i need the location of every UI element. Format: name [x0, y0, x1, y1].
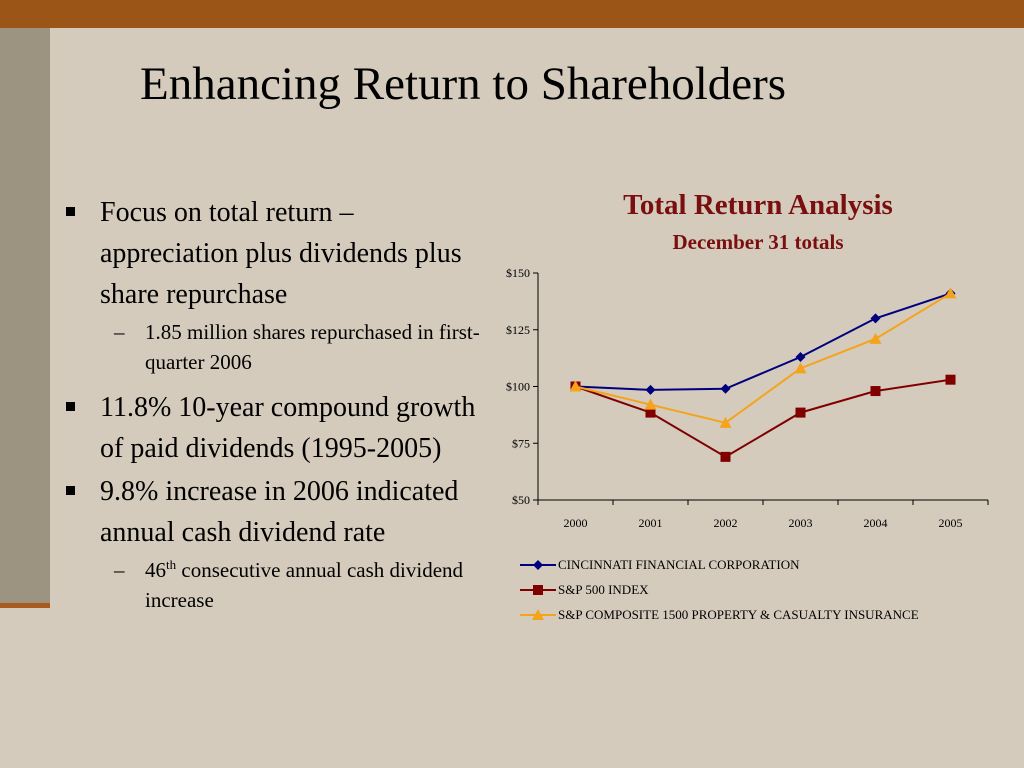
data-point [944, 287, 957, 299]
data-point [945, 374, 956, 385]
data-point [569, 380, 582, 392]
chart-legend: CINCINNATI FINANCIAL CORPORATION S&P 500 … [520, 552, 919, 627]
data-point [720, 451, 731, 462]
data-point [870, 386, 881, 397]
series-line [575, 378, 951, 459]
legend-label: CINCINNATI FINANCIAL CORPORATION [558, 556, 800, 572]
ordinal-suffix: th [166, 557, 177, 572]
bullet-item: Focus on total return – appreciation plu… [60, 192, 490, 315]
bullet-text: Focus on total return – appreciation plu… [100, 197, 462, 310]
data-point [645, 384, 656, 395]
legend-swatch-icon [520, 584, 556, 595]
y-tick-label: $100 [506, 380, 530, 394]
line-chart: $50 $75 $100 $125 $150 2000 2001 2002 2003 2004 20… [506, 266, 989, 530]
legend-label: S&P COMPOSITE 1500 PROPERTY & CASUALTY I… [558, 606, 919, 622]
data-point [794, 362, 807, 374]
data-point [644, 398, 657, 410]
bullet-item: 11.8% 10-year compound growth of paid di… [60, 387, 490, 469]
y-tick-label: $150 [506, 266, 530, 280]
sub-bullet-rest: consecutive annual cash dividend increas… [145, 558, 464, 612]
top-accent-bar [0, 0, 1024, 28]
x-tick-label: 2001 [639, 516, 663, 530]
x-tick-label: 2002 [714, 516, 738, 530]
data-point [870, 313, 881, 324]
legend-swatch-icon [520, 608, 556, 620]
series-line [575, 292, 951, 391]
legend-marker [533, 584, 543, 595]
bullet-text: 9.8% increase in 2006 indicated annual c… [100, 476, 459, 548]
x-tick-label: 2004 [864, 516, 888, 530]
left-sidebar-band [0, 28, 50, 603]
bullet-list: Focus on total return – appreciation plu… [60, 192, 490, 625]
bullet-item: 9.8% increase in 2006 indicated annual c… [60, 471, 490, 553]
legend-label: S&P 500 INDEX [558, 581, 649, 597]
legend-swatch-icon [520, 559, 556, 570]
left-sidebar-accent [0, 603, 50, 608]
data-point [795, 407, 806, 418]
x-tick-label: 2000 [564, 516, 588, 530]
chart-subtitle: December 31 totals [672, 230, 844, 254]
x-tick-label: 2003 [789, 516, 813, 530]
bullet-text: 11.8% 10-year compound growth of paid di… [100, 392, 476, 464]
data-point [869, 332, 882, 344]
data-point [720, 383, 731, 394]
square-bullet-icon [66, 486, 75, 495]
data-point [719, 416, 732, 428]
y-tick-label: $75 [512, 436, 530, 450]
slide-title: Enhancing Return to Shareholders [140, 58, 787, 110]
legend-marker [533, 559, 543, 570]
dash-bullet-icon: – [114, 320, 125, 344]
legend-marker [532, 608, 544, 620]
x-tick-label: 2005 [939, 516, 963, 530]
legend-item: CINCINNATI FINANCIAL CORPORATION [520, 552, 919, 577]
sub-bullet-number: 46 [145, 558, 166, 582]
chart-title: Total Return Analysis [623, 189, 893, 221]
series-line [575, 292, 952, 424]
square-bullet-icon [66, 207, 75, 216]
sub-bullet-item: – 46th consecutive annual cash dividend … [60, 555, 490, 615]
sub-bullet-text: 1.85 million shares repurchased in first… [145, 320, 480, 374]
data-point [645, 407, 656, 418]
square-bullet-icon [66, 402, 75, 411]
y-tick-label: $50 [512, 493, 530, 507]
data-point [795, 351, 806, 362]
legend-item: S&P COMPOSITE 1500 PROPERTY & CASUALTY I… [520, 602, 919, 627]
legend-item: S&P 500 INDEX [520, 577, 919, 602]
dash-bullet-icon: – [114, 558, 125, 582]
sub-bullet-text: 46th consecutive annual cash dividend in… [145, 558, 463, 612]
sub-bullet-item: – 1.85 million shares repurchased in fir… [60, 317, 490, 377]
y-tick-label: $125 [506, 323, 530, 337]
